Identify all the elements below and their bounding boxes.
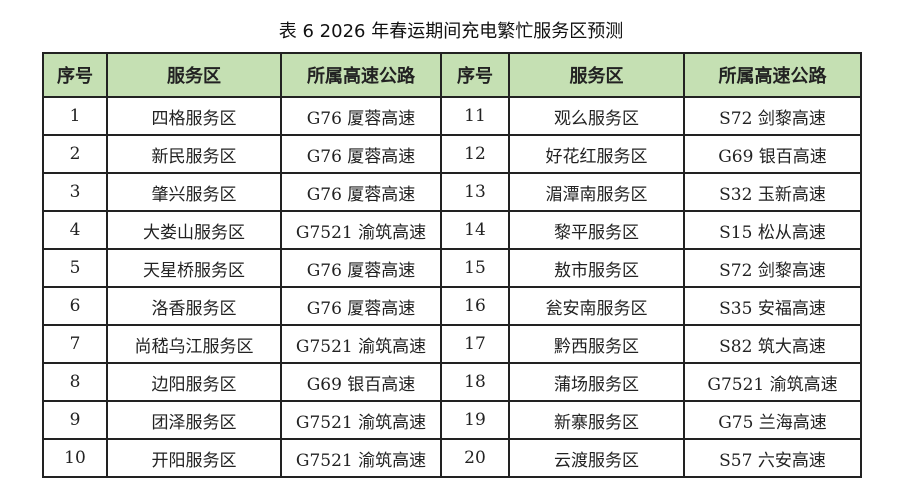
cell-highway: G7521 渝筑高速 <box>280 438 442 478</box>
cell-service-area: 黎平服务区 <box>508 210 685 250</box>
cell-highway: G69 银百高速 <box>683 134 862 174</box>
cell-index: 4 <box>42 210 108 250</box>
cell-highway: G7521 渝筑高速 <box>683 362 862 402</box>
cell-highway: S72 剑黎高速 <box>683 96 862 136</box>
cell-highway: G7521 渝筑高速 <box>280 324 442 364</box>
table-title: 表 6 2026 年春运期间充电繁忙服务区预测 <box>278 21 624 42</box>
cell-index: 18 <box>440 362 510 402</box>
cell-index: 19 <box>440 400 510 440</box>
cell-service-area: 开阳服务区 <box>106 438 282 478</box>
cell-service-area: 新寨服务区 <box>508 400 685 440</box>
table-row: 3 肇兴服务区 G76 厦蓉高速 13 湄潭南服务区 S32 玉新高速 <box>42 172 862 212</box>
cell-index: 2 <box>42 134 108 174</box>
cell-service-area: 云渡服务区 <box>508 438 685 478</box>
cell-index: 20 <box>440 438 510 478</box>
cell-index: 11 <box>440 96 510 136</box>
cell-highway: G69 银百高速 <box>280 362 442 402</box>
cell-service-area: 好花红服务区 <box>508 134 685 174</box>
table-row: 6 洛香服务区 G76 厦蓉高速 16 瓮安南服务区 S35 安福高速 <box>42 286 862 326</box>
cell-service-area: 团泽服务区 <box>106 400 282 440</box>
cell-index: 14 <box>440 210 510 250</box>
cell-index: 6 <box>42 286 108 326</box>
cell-service-area: 黔西服务区 <box>508 324 685 364</box>
header-highway: 所属高速公路 <box>280 52 442 98</box>
cell-service-area: 观么服务区 <box>508 96 685 136</box>
service-area-table: 序号 服务区 所属高速公路 序号 服务区 所属高速公路 1 四格服务区 G76 厦蓉高速 11 观… <box>42 52 862 478</box>
cell-highway: S32 玉新高速 <box>683 172 862 212</box>
cell-service-area: 洛香服务区 <box>106 286 282 326</box>
table-row: 4 大娄山服务区 G7521 渝筑高速 14 黎平服务区 S15 松从高速 <box>42 210 862 250</box>
cell-highway: G76 厦蓉高速 <box>280 248 442 288</box>
cell-highway: G75 兰海高速 <box>683 400 862 440</box>
table-row: 2 新民服务区 G76 厦蓉高速 12 好花红服务区 G69 银百高速 <box>42 134 862 174</box>
cell-index: 15 <box>440 248 510 288</box>
cell-index: 5 <box>42 248 108 288</box>
table-row: 9 团泽服务区 G7521 渝筑高速 19 新寨服务区 G75 兰海高速 <box>42 400 862 440</box>
cell-service-area: 湄潭南服务区 <box>508 172 685 212</box>
cell-service-area: 尚嵇乌江服务区 <box>106 324 282 364</box>
cell-service-area: 瓮安南服务区 <box>508 286 685 326</box>
cell-service-area: 肇兴服务区 <box>106 172 282 212</box>
table-row: 1 四格服务区 G76 厦蓉高速 11 观么服务区 S72 剑黎高速 <box>42 96 862 136</box>
cell-index: 10 <box>42 438 108 478</box>
cell-highway: G76 厦蓉高速 <box>280 172 442 212</box>
table-row: 8 边阳服务区 G69 银百高速 18 蒲场服务区 G7521 渝筑高速 <box>42 362 862 402</box>
cell-index: 8 <box>42 362 108 402</box>
cell-highway: G76 厦蓉高速 <box>280 96 442 136</box>
cell-service-area: 敖市服务区 <box>508 248 685 288</box>
cell-service-area: 大娄山服务区 <box>106 210 282 250</box>
header-service-area: 服务区 <box>508 52 685 98</box>
cell-highway: G76 厦蓉高速 <box>280 134 442 174</box>
cell-index: 9 <box>42 400 108 440</box>
cell-index: 3 <box>42 172 108 212</box>
cell-service-area: 边阳服务区 <box>106 362 282 402</box>
cell-index: 16 <box>440 286 510 326</box>
cell-highway: G7521 渝筑高速 <box>280 400 442 440</box>
cell-service-area: 蒲场服务区 <box>508 362 685 402</box>
cell-index: 13 <box>440 172 510 212</box>
table-row: 5 天星桥服务区 G76 厦蓉高速 15 敖市服务区 S72 剑黎高速 <box>42 248 862 288</box>
cell-index: 1 <box>42 96 108 136</box>
header-index: 序号 <box>42 52 108 98</box>
header-row: 序号 服务区 所属高速公路 序号 服务区 所属高速公路 <box>42 52 862 98</box>
cell-highway: S72 剑黎高速 <box>683 248 862 288</box>
cell-highway: G7521 渝筑高速 <box>280 210 442 250</box>
cell-index: 17 <box>440 324 510 364</box>
cell-highway: G76 厦蓉高速 <box>280 286 442 326</box>
cell-service-area: 四格服务区 <box>106 96 282 136</box>
cell-index: 12 <box>440 134 510 174</box>
cell-highway: S15 松从高速 <box>683 210 862 250</box>
cell-index: 7 <box>42 324 108 364</box>
header-index: 序号 <box>440 52 510 98</box>
header-service-area: 服务区 <box>106 52 282 98</box>
header-highway: 所属高速公路 <box>683 52 862 98</box>
cell-service-area: 天星桥服务区 <box>106 248 282 288</box>
cell-service-area: 新民服务区 <box>106 134 282 174</box>
cell-highway: S57 六安高速 <box>683 438 862 478</box>
cell-highway: S82 筑大高速 <box>683 324 862 364</box>
table-row: 7 尚嵇乌江服务区 G7521 渝筑高速 17 黔西服务区 S82 筑大高速 <box>42 324 862 364</box>
cell-highway: S35 安福高速 <box>683 286 862 326</box>
table-row: 10 开阳服务区 G7521 渝筑高速 20 云渡服务区 S57 六安高速 <box>42 438 862 478</box>
